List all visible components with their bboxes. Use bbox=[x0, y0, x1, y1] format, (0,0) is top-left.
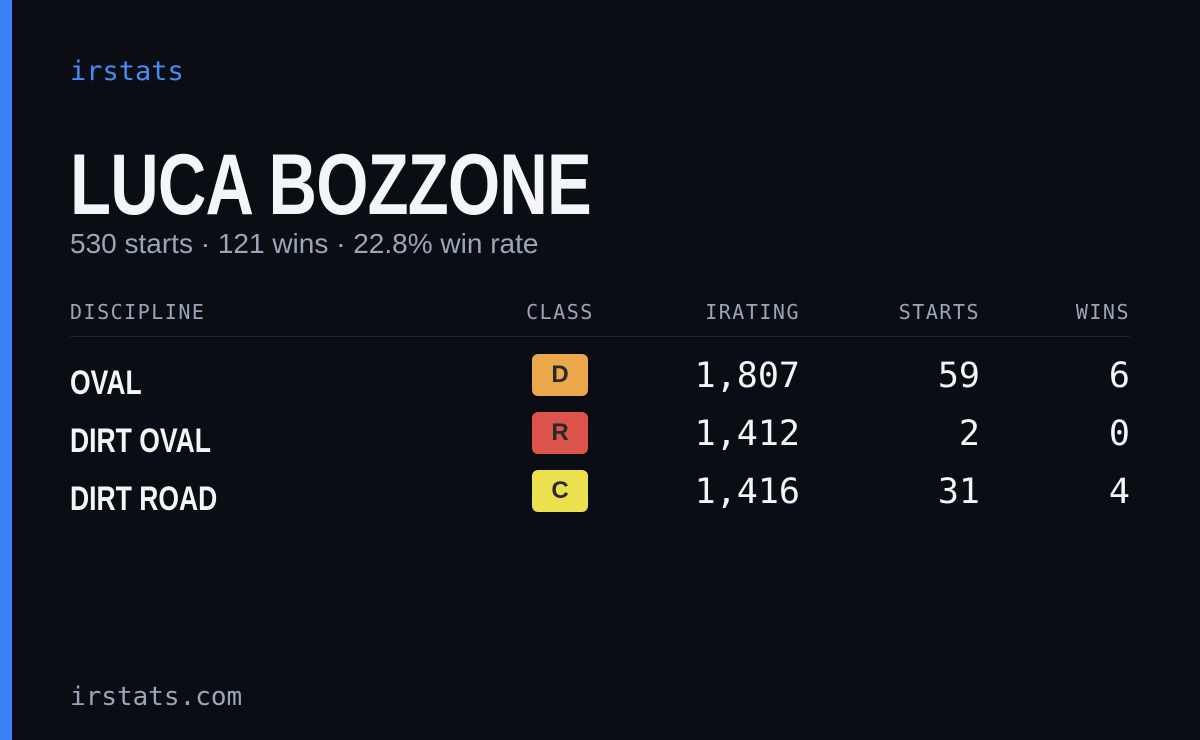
player-name: LUCA BOZZONE bbox=[70, 137, 592, 233]
wins-value: 0 bbox=[1108, 414, 1130, 454]
starts-value: 59 bbox=[937, 356, 980, 396]
starts-value: 31 bbox=[937, 472, 980, 512]
accent-bar bbox=[0, 0, 12, 740]
column-header: IRATING bbox=[705, 300, 800, 324]
class-badge: D bbox=[532, 354, 588, 396]
column-header: STARTS bbox=[898, 300, 980, 324]
class-badge: C bbox=[532, 470, 588, 512]
column-header: DISCIPLINE bbox=[70, 300, 206, 324]
header-rule bbox=[70, 336, 1130, 337]
player-summary: 530 starts · 121 wins · 22.8% win rate bbox=[70, 228, 539, 259]
column-header: CLASS bbox=[526, 300, 594, 324]
brand: irstats bbox=[70, 56, 184, 87]
wins-value: 6 bbox=[1108, 356, 1130, 396]
irating-value: 1,416 bbox=[694, 472, 800, 512]
footer: irstats.com bbox=[70, 682, 243, 712]
irating-value: 1,412 bbox=[694, 414, 800, 454]
irating-value: 1,807 bbox=[694, 356, 800, 396]
class-badge: R bbox=[532, 412, 588, 454]
wins-value: 4 bbox=[1108, 472, 1130, 512]
discipline-name: DIRT ROAD bbox=[70, 480, 218, 518]
column-header: WINS bbox=[1075, 300, 1130, 324]
starts-value: 2 bbox=[958, 414, 980, 454]
discipline-name: OVAL bbox=[70, 364, 142, 402]
discipline-name: DIRT OVAL bbox=[70, 422, 211, 460]
